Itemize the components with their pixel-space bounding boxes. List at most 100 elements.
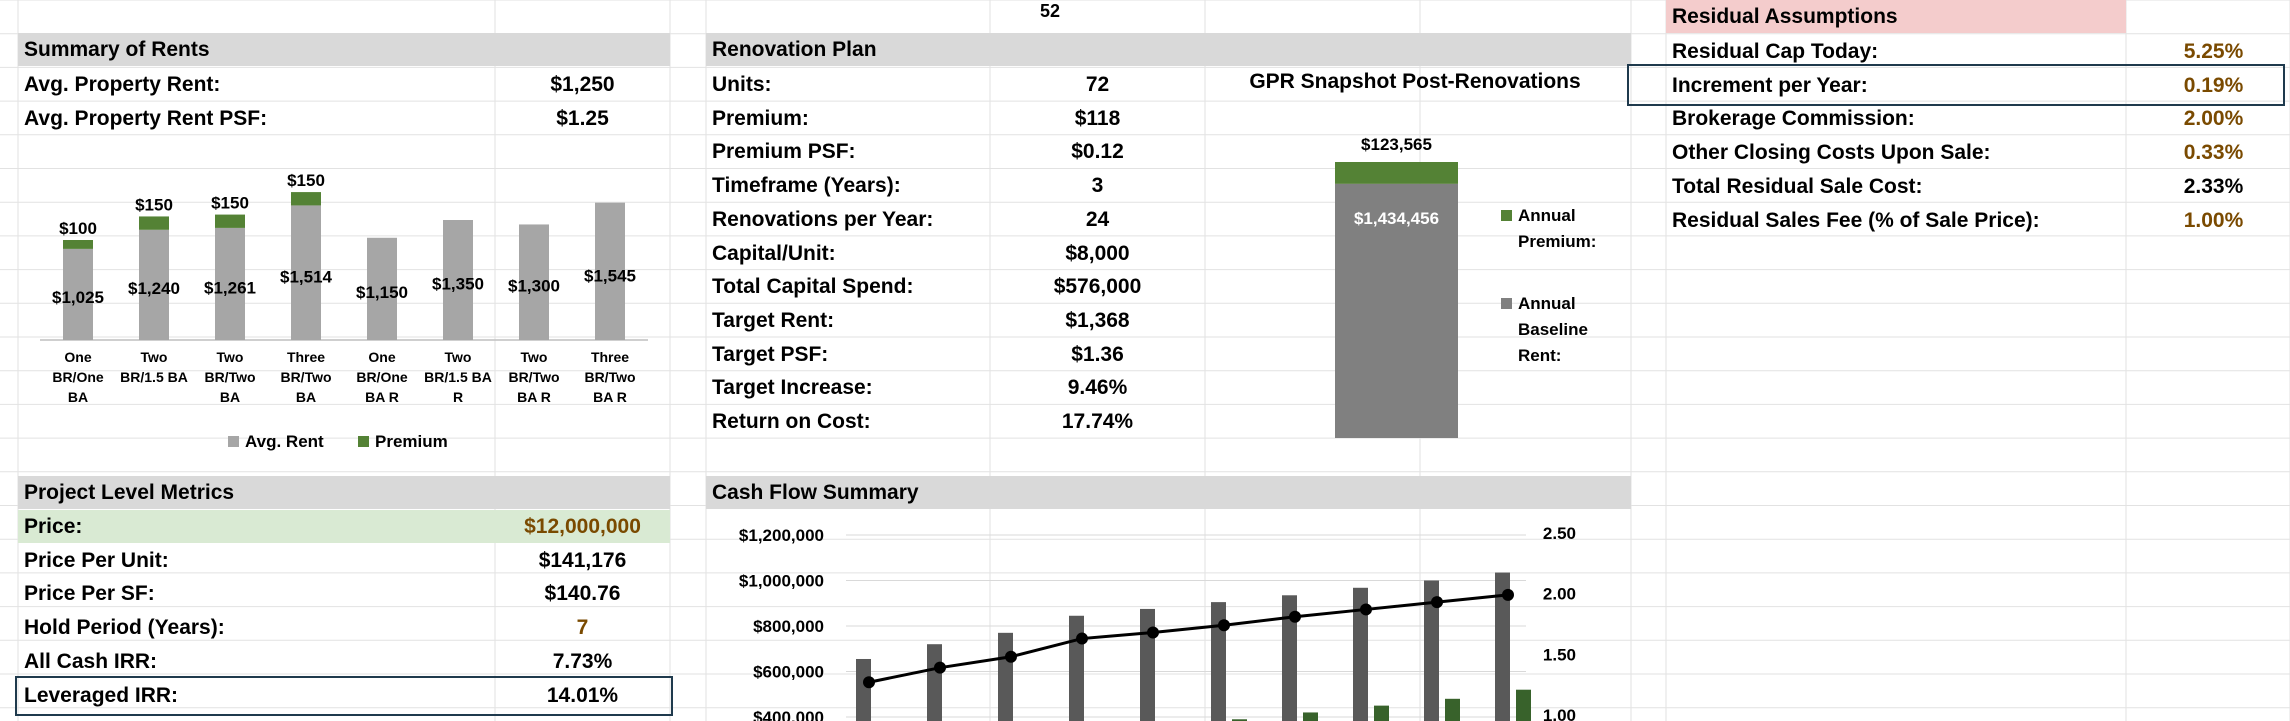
category-label: R xyxy=(453,389,463,405)
row-value[interactable]: $118 xyxy=(1074,106,1121,130)
category-label: BA xyxy=(296,389,316,405)
metrics-row[interactable]: Price: $12,000,000 xyxy=(18,510,670,543)
row-value[interactable]: 3 xyxy=(1091,174,1104,198)
reno-row[interactable]: Capital/Unit: $8,000 xyxy=(706,237,1206,270)
cf-right-tick: 1.00 xyxy=(1543,706,1576,721)
category-label: Three xyxy=(591,349,629,365)
row-value[interactable]: 7 xyxy=(576,616,589,640)
metrics-row[interactable]: Price Per Unit: $141,176 xyxy=(18,544,670,577)
cf-gray-bar xyxy=(1211,602,1226,721)
category-label: BA xyxy=(68,389,88,405)
row-value[interactable]: $140.76 xyxy=(544,582,621,606)
reno-row[interactable]: Return on Cost: 17.74% xyxy=(706,405,1206,438)
cf-gray-bar xyxy=(1282,595,1297,721)
row-value[interactable]: 0.33% xyxy=(2183,141,2244,165)
row-label: Premium PSF: xyxy=(712,140,856,164)
residual-row[interactable]: Residual Sales Fee (% of Sale Price): 1.0… xyxy=(1666,204,2290,237)
row-label: Hold Period (Years): xyxy=(24,616,225,640)
leveraged-irr-selection[interactable] xyxy=(15,676,673,716)
category-label: BA xyxy=(220,389,240,405)
metrics-row[interactable]: All Cash IRR: 7.73% xyxy=(18,645,670,678)
increment-row-selection[interactable] xyxy=(1627,64,2285,106)
cf-gray-bar xyxy=(1353,587,1368,721)
legend-premium-swatch xyxy=(358,436,369,447)
residual-row[interactable]: Increment per Year: 0.19% xyxy=(1666,69,2290,102)
legend-baseline-text: Baseline xyxy=(1518,320,1588,339)
residual-row[interactable]: Total Residual Sale Cost: 2.33% xyxy=(1666,170,2290,203)
gpr-baseline-label: $1,434,456 xyxy=(1354,209,1439,228)
cf-line-point xyxy=(1360,603,1372,616)
row-label: Other Closing Costs Upon Sale: xyxy=(1672,141,1991,165)
row-value[interactable]: $141,176 xyxy=(538,548,627,572)
row-value[interactable]: 0.19% xyxy=(2183,73,2244,97)
category-label: BR/Two xyxy=(508,369,559,385)
premium-label: $150 xyxy=(211,194,249,213)
category-label: Three xyxy=(287,349,325,365)
row-value[interactable]: 72 xyxy=(1085,73,1110,96)
row-value[interactable]: 17.74% xyxy=(1061,410,1134,433)
cf-line-point xyxy=(1076,632,1088,645)
avg-rent-label: $1,025 xyxy=(52,288,104,307)
legend-avg-rent-swatch xyxy=(228,436,239,447)
cf-line-point xyxy=(1502,588,1514,601)
metrics-row[interactable]: Hold Period (Years): 7 xyxy=(18,611,670,644)
row-value[interactable]: $1,250 xyxy=(550,73,615,96)
row-label: Target PSF: xyxy=(712,342,829,366)
summary-row[interactable]: Avg. Property Rent: $1,250 xyxy=(18,68,670,101)
reno-row[interactable]: Renovations per Year: 24 xyxy=(706,203,1206,236)
metrics-row[interactable]: Leveraged IRR: 14.01% xyxy=(18,679,670,712)
row-value[interactable]: 24 xyxy=(1085,207,1110,231)
row-value[interactable]: 9.46% xyxy=(1067,376,1128,400)
row-label: Brokerage Commission: xyxy=(1672,107,1915,131)
avg-rent-label: $1,240 xyxy=(128,279,180,298)
reno-row[interactable]: Target PSF: $1.36 xyxy=(706,338,1206,371)
residual-row[interactable]: Residual Cap Today: 5.25% xyxy=(1666,35,2290,68)
cf-line-point xyxy=(1218,619,1230,632)
avg-rent-bar xyxy=(215,227,245,340)
row-label: Price Per Unit: xyxy=(24,548,169,572)
premium-bar xyxy=(291,192,321,206)
row-value[interactable]: 5.25% xyxy=(2183,40,2244,63)
reno-row[interactable]: Total Capital Spend: $576,000 xyxy=(706,270,1206,303)
reno-row[interactable]: Premium PSF: $0.12 xyxy=(706,135,1206,168)
row-value[interactable]: 7.73% xyxy=(552,649,613,673)
rent-bar-chart: $1,025 $100 One BR/One BA $1,240 $150 Two BR/1.5… xyxy=(40,171,648,451)
residual-row[interactable]: Brokerage Commission: 2.00% xyxy=(1666,102,2290,135)
reno-row[interactable]: Target Increase: 9.46% xyxy=(706,371,1206,404)
residual-row[interactable]: Other Closing Costs Upon Sale: 0.33% xyxy=(1666,136,2290,169)
row-value[interactable]: $12,000,000 xyxy=(524,515,641,538)
row-label: Price: xyxy=(24,515,83,538)
avg-rent-label: $1,545 xyxy=(584,266,636,285)
row-value[interactable]: $1.25 xyxy=(556,106,609,130)
category-label: BA R xyxy=(517,389,551,405)
reno-row[interactable]: Units: 72 xyxy=(706,68,1206,101)
row-value[interactable]: 1.00% xyxy=(2183,208,2244,232)
gpr-baseline-bar xyxy=(1335,183,1458,438)
row-value[interactable]: 2.33% xyxy=(2183,174,2244,198)
row-value[interactable]: $1,368 xyxy=(1065,308,1130,332)
category-label: One xyxy=(64,349,91,365)
project-metrics-header: Project Level Metrics xyxy=(18,476,670,509)
reno-row[interactable]: Timeframe (Years): 3 xyxy=(706,169,1206,202)
row-value[interactable]: $1.36 xyxy=(1071,342,1124,366)
premium-bar xyxy=(215,214,245,228)
avg-rent-bar xyxy=(63,248,93,340)
row-value[interactable]: 14.01% xyxy=(546,683,619,707)
cf-gray-bar xyxy=(1495,572,1510,721)
reno-row[interactable]: Premium: $118 xyxy=(706,102,1206,135)
cf-green-bar xyxy=(1303,712,1318,721)
category-label: Two xyxy=(445,349,472,365)
cf-left-tick: $400,000 xyxy=(753,708,824,721)
row-value[interactable]: $8,000 xyxy=(1065,241,1130,265)
category-label: BR/Two xyxy=(204,369,255,385)
category-label: BR/One xyxy=(52,369,104,385)
legend-baseline-text: Annual xyxy=(1518,294,1576,313)
row-value[interactable]: $576,000 xyxy=(1053,275,1142,299)
cf-gray-bar xyxy=(1069,615,1084,721)
metrics-row[interactable]: Price Per SF: $140.76 xyxy=(18,577,670,610)
row-value[interactable]: 2.00% xyxy=(2183,107,2244,131)
summary-row[interactable]: Avg. Property Rent PSF: $1.25 xyxy=(18,102,670,135)
reno-row[interactable]: Target Rent: $1,368 xyxy=(706,304,1206,337)
row-value[interactable]: $0.12 xyxy=(1071,140,1124,164)
cf-green-bar xyxy=(1445,698,1460,721)
